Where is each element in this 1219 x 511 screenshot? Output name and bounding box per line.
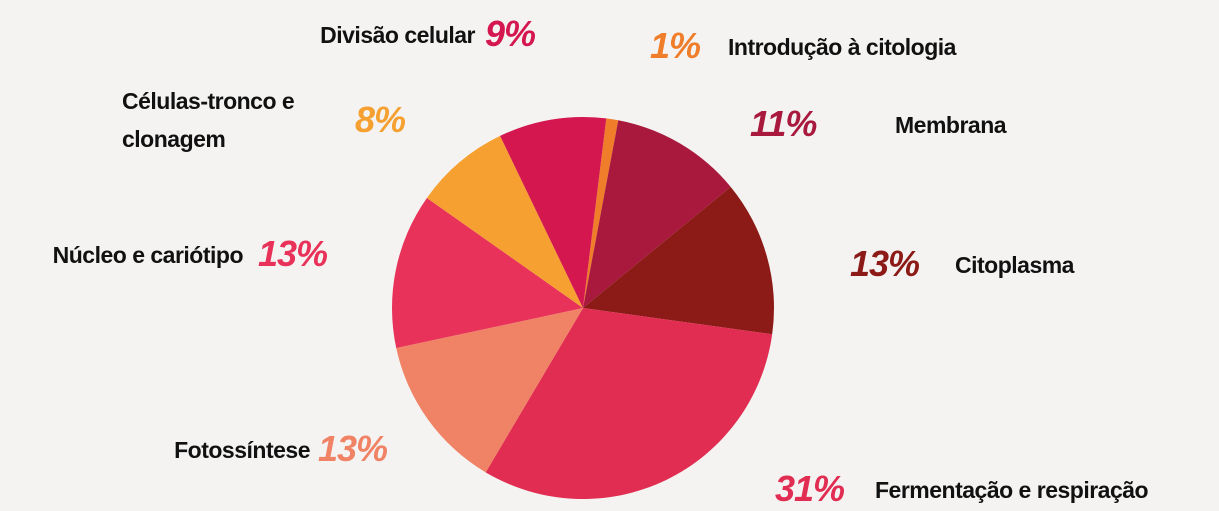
pie-slice [485, 308, 773, 500]
pie-slice [583, 186, 775, 335]
pie-slice [392, 197, 583, 349]
slice-label: Membrana [895, 112, 1007, 138]
value-label: 13% [258, 233, 328, 274]
slice-label: Citoplasma [955, 252, 1074, 278]
slice-label: Fotossíntese [174, 437, 310, 463]
pie-slice [583, 118, 619, 309]
slice-label: Divisão celular [320, 22, 475, 48]
value-label: 13% [850, 243, 920, 284]
value-label: 1% [650, 25, 701, 66]
slice-label: Núcleo e cariótipo [52, 242, 244, 268]
value-label: 9% [485, 13, 536, 54]
slice-label: Fermentação e respiração [875, 477, 1149, 503]
value-label: 11% [750, 103, 817, 144]
pie-slice [426, 135, 583, 308]
slice-label: Introdução à citologia [728, 34, 956, 60]
value-label: 8% [355, 99, 406, 140]
pie-slice [583, 120, 731, 309]
slice-label: Células-tronco e clonagem [122, 88, 295, 152]
pie-slice [500, 117, 607, 309]
value-label: 13% [318, 428, 388, 469]
pie-slice [396, 308, 583, 473]
value-label: 31% [775, 468, 845, 509]
